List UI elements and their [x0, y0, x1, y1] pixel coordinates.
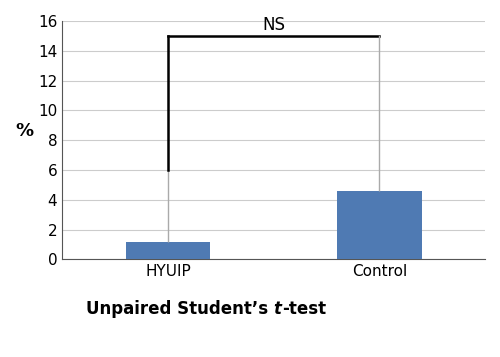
Bar [337, 191, 421, 260]
Text: Unpaired Student’s: Unpaired Student’s [86, 300, 274, 318]
X-axis label: placeholder: placeholder [0, 356, 1, 357]
Text: t: t [274, 300, 281, 318]
Bar [126, 242, 210, 260]
Y-axis label: %: % [15, 122, 33, 140]
Text: NS: NS [262, 16, 285, 34]
Text: -test: -test [282, 300, 327, 318]
